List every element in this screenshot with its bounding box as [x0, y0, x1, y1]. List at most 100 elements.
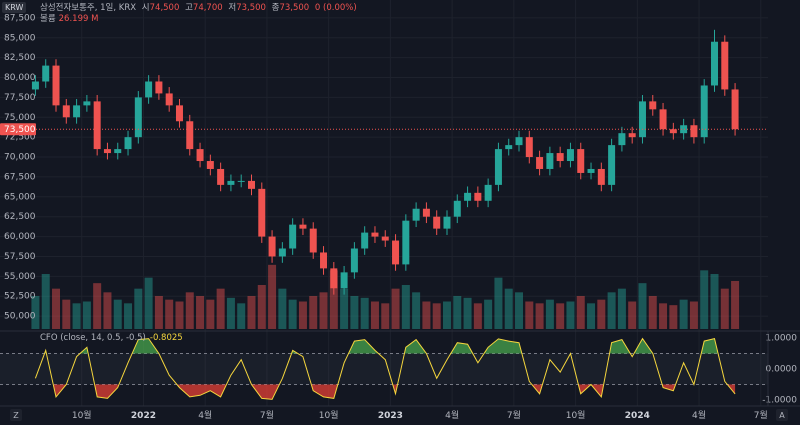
y-tick-label: 50,000	[4, 312, 36, 322]
open-value: 74,500	[149, 3, 180, 13]
volume-bar	[268, 264, 277, 329]
volume-bar	[638, 283, 647, 329]
candle-body	[700, 85, 708, 138]
volume-bar	[669, 305, 678, 329]
candle-body	[371, 232, 379, 237]
x-tick-label: 7월	[260, 409, 274, 421]
volume-bar	[206, 299, 215, 329]
candle-body	[258, 188, 266, 237]
candle-body	[175, 105, 183, 122]
candle-body	[556, 153, 564, 162]
volume-bar	[288, 299, 297, 329]
y-tick-label: 52,500	[4, 292, 36, 302]
candle-body	[710, 41, 718, 86]
candle-body	[31, 81, 39, 90]
x-tick-label: 10월	[72, 409, 92, 421]
candle-body	[422, 208, 430, 217]
grid	[0, 0, 768, 406]
volume-bar	[175, 301, 184, 329]
volume-bar	[689, 301, 698, 329]
volume-bar	[566, 301, 575, 329]
y-tick-label: 55,000	[4, 272, 36, 282]
y-tick-label: 65,000	[4, 192, 36, 202]
x-tick-label: 4월	[445, 409, 459, 421]
volume-bar	[422, 301, 431, 329]
y-tick-label: 60,000	[4, 232, 36, 242]
volume-bar	[412, 292, 421, 329]
indicator-tick-label: -1.0000	[762, 396, 797, 406]
lower-fill	[35, 384, 736, 400]
candle-body	[340, 272, 348, 289]
indicator-tick-label: 0.0000	[766, 365, 798, 375]
candle-body	[515, 137, 523, 146]
volume-bar	[196, 296, 205, 329]
volume-bar	[381, 303, 390, 329]
y-tick-label: 67,500	[4, 172, 36, 182]
indicator-name: CFO (close, 14, 0.5, -0.5)	[40, 333, 146, 343]
volume-bar	[432, 303, 441, 329]
auto-label[interactable]: A	[779, 411, 785, 420]
volume-bar	[124, 303, 133, 329]
volume-bar	[535, 303, 544, 329]
volume-bar	[165, 299, 174, 329]
candle-body	[361, 232, 369, 249]
candle-body	[42, 65, 50, 82]
candle-body	[145, 81, 153, 98]
candle-body	[83, 101, 91, 106]
candle-body	[299, 224, 307, 229]
candle-body	[659, 109, 667, 130]
currency-badge[interactable]: KRW	[2, 2, 27, 13]
volume-bar	[391, 288, 400, 329]
indicator-tick-label: 1.0000	[766, 334, 798, 344]
close-value: 73,500	[279, 3, 310, 13]
volume-bar	[648, 296, 657, 329]
y-tick-label: 80,000	[4, 73, 36, 83]
candle-body	[62, 105, 70, 118]
volume-bar	[360, 297, 369, 329]
candle-body	[392, 240, 400, 265]
volume-bar	[494, 277, 503, 329]
volume-bar	[370, 301, 379, 329]
candle-body	[165, 93, 173, 106]
candle-body	[278, 248, 286, 257]
volume-bar	[82, 301, 91, 329]
candle-body	[731, 89, 739, 130]
candle-body	[320, 252, 328, 269]
candle-body	[608, 145, 616, 185]
volume-bar	[607, 292, 616, 329]
volume-bar	[340, 288, 349, 329]
candle-body	[505, 145, 513, 150]
zoom-label[interactable]: Z	[13, 411, 19, 420]
x-tick-label: 2022	[131, 411, 156, 421]
auto-button[interactable]	[776, 409, 788, 421]
volume-bar	[278, 288, 287, 329]
volume-bar	[453, 296, 462, 329]
price-pane	[0, 29, 768, 329]
volume-bar	[700, 270, 709, 329]
volume-bar	[247, 296, 256, 329]
volume-bar	[556, 303, 565, 329]
high-label: 고	[185, 3, 193, 13]
candle-body	[484, 184, 492, 201]
volume-bar	[659, 303, 668, 329]
volume-bar	[216, 288, 225, 329]
open-label: 시	[141, 3, 150, 13]
candle-body	[237, 180, 245, 182]
candle-body	[474, 192, 482, 201]
candle-body	[453, 200, 461, 217]
volume-bar	[576, 296, 585, 329]
volume-bar	[597, 299, 606, 329]
volume-bar	[154, 296, 163, 329]
zoom-button[interactable]	[10, 409, 22, 421]
candle-body	[247, 180, 255, 189]
x-tick-label: 2023	[378, 411, 403, 421]
volume-bar	[484, 299, 493, 329]
candle-body	[680, 125, 688, 134]
high-value: 74,700	[192, 3, 223, 13]
candle-body	[217, 168, 225, 185]
last-price-label: 73,500	[4, 125, 36, 135]
candle-body	[134, 97, 142, 138]
candle-body	[525, 137, 533, 158]
candle-body	[186, 121, 194, 150]
indicator-line	[34, 337, 736, 400]
